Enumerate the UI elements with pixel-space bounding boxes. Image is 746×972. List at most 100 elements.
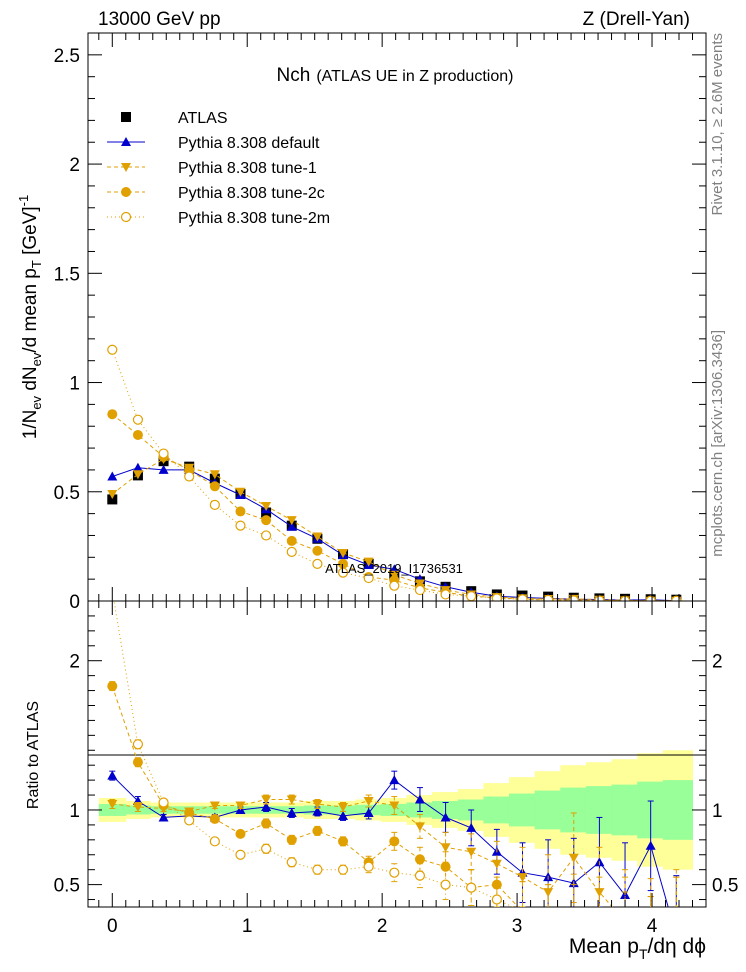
ratio-point-tune2c — [184, 807, 195, 818]
main-point-tune2m — [363, 572, 374, 584]
ratio-series — [107, 601, 680, 907]
main-point-default — [286, 521, 297, 531]
ratio-point-tune2m — [184, 815, 195, 826]
ratio-point-default — [440, 812, 451, 822]
ratio-point-tune1 — [517, 873, 528, 883]
main-point-tune2c — [286, 535, 297, 546]
ratio-point-tune2c — [312, 825, 323, 836]
ratio-point-tune1 — [338, 802, 349, 812]
main-point-tune2c — [209, 481, 220, 492]
legend-marker-default — [121, 137, 131, 146]
main-point-tune1 — [363, 557, 374, 567]
ratio-point-tune2m — [363, 861, 374, 872]
main-y-tick-label: 1 — [69, 374, 80, 395]
main-axes: 0.5 1 1.5 2 2.5 0 — [54, 33, 706, 613]
ratio-series-default — [107, 770, 680, 907]
plot-title-sub: (ATLAS UE in Z production) — [316, 68, 513, 85]
ratio-x-tick-label: 1 — [242, 916, 253, 937]
legend-label-default: Pythia 8.308 default — [178, 135, 320, 152]
ratio-green-band — [560, 787, 587, 833]
ratio-point-tune2c — [286, 834, 297, 845]
ratio-point-tune2c — [209, 813, 220, 824]
main-point-tune2c — [338, 558, 349, 569]
ratio-point-tune2m — [337, 864, 349, 875]
ratio-point-tune2m — [491, 894, 502, 905]
side-label-rivet: Rivet 3.1.10, ≥ 2.6M events — [709, 33, 726, 216]
main-point-tune1 — [132, 470, 143, 480]
ratio-x-tick-label: 3 — [512, 916, 523, 937]
legend-label-tune2m: Pythia 8.308 tune-2m — [178, 210, 330, 227]
ratio-point-default — [466, 822, 477, 832]
ratio-point-tune1 — [312, 800, 323, 810]
main-point-default — [107, 471, 118, 481]
main-point-tune2m — [337, 567, 349, 578]
ratio-point-tune1 — [466, 847, 477, 857]
main-point-default — [158, 464, 169, 474]
legend-marker-tune2c — [121, 187, 131, 197]
main-point-tune1 — [261, 501, 272, 511]
legend-marker-tune2m — [120, 211, 132, 223]
ratio-point-default — [389, 775, 400, 785]
main-point-tune1 — [235, 487, 246, 497]
ratio-point-tune2m — [389, 867, 400, 878]
main-y-zero-label: 0 — [69, 592, 80, 613]
main-point-default — [132, 462, 143, 472]
ratio-point-tune2c — [235, 828, 246, 839]
main-point-tune2m — [466, 591, 477, 602]
main-plot-frame — [87, 32, 707, 602]
main-y-tick-label: 2.5 — [54, 46, 80, 67]
analysis-watermark: ATLAS_2019_I1736531 — [325, 561, 463, 576]
header-right: Z (Drell-Yan) — [583, 9, 690, 30]
ratio-point-tune1 — [132, 802, 143, 812]
legend-label-tune2c: Pythia 8.308 tune-2c — [178, 185, 325, 202]
ratio-series-tune2m — [113, 601, 680, 907]
ratio-y-tick-label: 0.5 — [54, 876, 80, 897]
ratio-x-tick-label: 0 — [107, 916, 118, 937]
ratio-point-tune2c — [389, 836, 400, 847]
ratio-point-tune2c — [338, 836, 349, 847]
ratio-point-tune1 — [414, 822, 425, 832]
main-point-tune2m — [414, 584, 426, 596]
legend-label-tune1: Pythia 8.308 tune-1 — [178, 160, 317, 177]
ratio-point-tune1 — [363, 797, 374, 807]
ratio-point-default — [286, 807, 297, 817]
ratio-point-tune2m — [286, 857, 297, 868]
ratio-green-band — [380, 804, 407, 816]
ratio-y-tick-label-right: 2 — [712, 652, 723, 673]
legend-entry-tune1: Pythia 8.308 tune-1 — [107, 160, 317, 177]
ratio-green-band — [508, 793, 536, 827]
ratio-point-tune1 — [286, 795, 297, 805]
ratio-green-band — [201, 806, 228, 814]
ratio-x-tick-label: 4 — [647, 916, 658, 937]
header-left: 13000 GeV pp — [98, 9, 221, 30]
main-y-tick-label: 0.5 — [54, 483, 80, 504]
ratio-point-default — [158, 812, 169, 822]
ratio-point-tune2m — [440, 879, 451, 890]
legend-entry-tune2c: Pythia 8.308 tune-2c — [107, 185, 325, 202]
ratio-green-band — [534, 790, 561, 830]
ratio-point-tune2m — [261, 843, 272, 854]
ratio-point-tune1 — [235, 801, 246, 811]
main-point-tune2c — [312, 545, 323, 556]
ratio-point-tune1 — [261, 795, 272, 805]
main-series-tune2m — [107, 344, 682, 606]
ratio-y-label: Ratio to ATLAS — [25, 701, 42, 809]
plot-title-main: Nch — [277, 65, 311, 86]
ratio-x-tick-label: 2 — [377, 916, 388, 937]
main-point-tune2m — [261, 530, 272, 541]
main-point-tune2m — [286, 546, 297, 557]
ratio-point-tune1 — [209, 801, 220, 811]
ratio-point-tune1 — [107, 800, 118, 810]
ratio-axes: 0.5 0.5 1 1 2 2 0 1 2 3 4 — [54, 601, 738, 937]
ratio-point-tune2c — [107, 681, 118, 692]
main-point-tune2m — [132, 414, 144, 425]
ratio-point-default — [645, 840, 656, 850]
main-point-tune1 — [286, 516, 297, 526]
ratio-point-default — [107, 770, 118, 780]
ratio-point-default — [363, 807, 374, 817]
main-point-tune2m — [107, 344, 118, 355]
main-point-tune2c — [235, 506, 246, 517]
ratio-clipped-series — [107, 601, 680, 907]
ratio-line-tune1 — [112, 799, 613, 907]
